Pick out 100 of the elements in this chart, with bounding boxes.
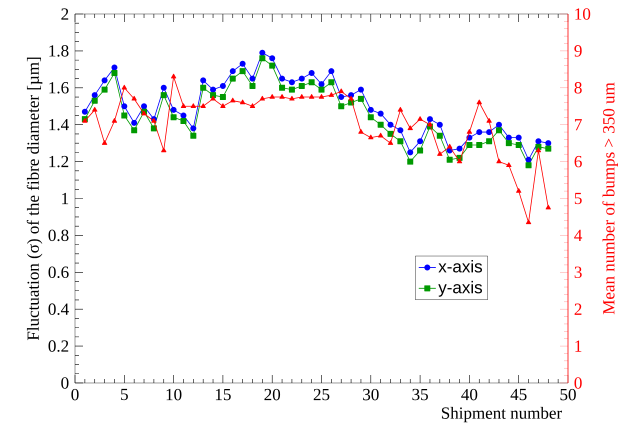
point [102, 140, 108, 145]
point [240, 100, 246, 104]
point [368, 106, 374, 113]
y-tick-label: 1.4 [49, 118, 69, 130]
y2-tick-label: 0 [574, 377, 582, 389]
point [121, 112, 128, 118]
point [180, 118, 186, 124]
x-tick-label: 20 [264, 388, 280, 400]
point [466, 129, 472, 134]
point [318, 81, 324, 88]
point [436, 132, 443, 139]
point [270, 94, 275, 99]
point [240, 68, 246, 74]
point [161, 148, 166, 152]
point [368, 114, 374, 120]
y2-tick-label: 8 [574, 82, 582, 94]
y2-tick-label: 1 [575, 340, 582, 352]
point [437, 151, 442, 156]
x-tick-label: 5 [121, 388, 128, 400]
point [190, 125, 196, 132]
point [456, 158, 462, 164]
point [132, 96, 137, 101]
point [200, 77, 206, 84]
point [230, 98, 236, 102]
point [338, 94, 344, 100]
point [516, 134, 522, 141]
point [486, 129, 492, 136]
point [240, 60, 246, 67]
point [111, 70, 118, 76]
point [160, 92, 167, 98]
point [288, 86, 295, 93]
x-tick-label: 0 [71, 388, 79, 400]
point [536, 148, 542, 152]
point [210, 96, 216, 101]
point [328, 79, 334, 86]
y-tick-label: 2 [61, 8, 68, 20]
point [92, 98, 98, 104]
y2-axis-title: Mean number of bumps > 350 um [602, 82, 618, 314]
point [368, 134, 374, 140]
y-tick-label: 0.2 [48, 340, 68, 352]
point [526, 162, 532, 168]
point [150, 125, 157, 132]
point [496, 127, 502, 134]
point [516, 188, 522, 193]
point [546, 204, 551, 210]
point [220, 94, 226, 100]
point [476, 129, 482, 136]
point [476, 142, 482, 148]
point [102, 77, 108, 84]
point [535, 138, 542, 144]
x-tick-label: 40 [461, 388, 478, 400]
point [170, 106, 177, 113]
y2-tick-label: 3 [574, 266, 582, 278]
point [121, 103, 128, 110]
y2-tick-label: 7 [574, 119, 582, 130]
x-tick-label: 25 [314, 388, 330, 400]
point [259, 55, 266, 62]
y2-tick-label: 4 [574, 230, 582, 241]
y-tick-label: 0.6 [48, 266, 69, 278]
point [378, 132, 384, 138]
point [378, 110, 384, 117]
point [249, 82, 256, 89]
point [180, 103, 186, 108]
point [348, 96, 354, 101]
point [210, 86, 216, 93]
point [308, 94, 314, 99]
point [398, 106, 404, 112]
point [259, 50, 266, 56]
point [407, 158, 414, 165]
point [288, 79, 295, 86]
point [220, 103, 226, 108]
point [545, 140, 552, 146]
point [506, 140, 512, 146]
point [279, 94, 285, 99]
point [328, 68, 334, 74]
point [407, 149, 414, 156]
y2-tick-label: 2 [574, 304, 582, 315]
y-axis-title: Fluctuation (σ) of the fibre diameter [µm] [26, 58, 42, 340]
y2-tick-label: 5 [574, 192, 582, 204]
point [92, 106, 98, 112]
y-tick-label: 1.8 [49, 45, 68, 57]
y2-tick-label: 10 [575, 8, 590, 20]
point [526, 156, 532, 163]
legend-label: x-axis [438, 260, 482, 273]
point [447, 144, 452, 149]
point [82, 108, 88, 115]
y-tick-label: 1.6 [49, 82, 69, 94]
point [417, 116, 423, 121]
point [338, 88, 344, 94]
point [92, 92, 98, 98]
x-tick-label: 45 [510, 388, 527, 400]
point [358, 129, 364, 134]
point [388, 130, 394, 137]
legend-label: y-axis [438, 280, 482, 297]
point [160, 84, 167, 91]
point [131, 120, 138, 126]
point [141, 103, 148, 110]
point [180, 112, 186, 118]
point [299, 94, 304, 99]
point [486, 118, 492, 123]
